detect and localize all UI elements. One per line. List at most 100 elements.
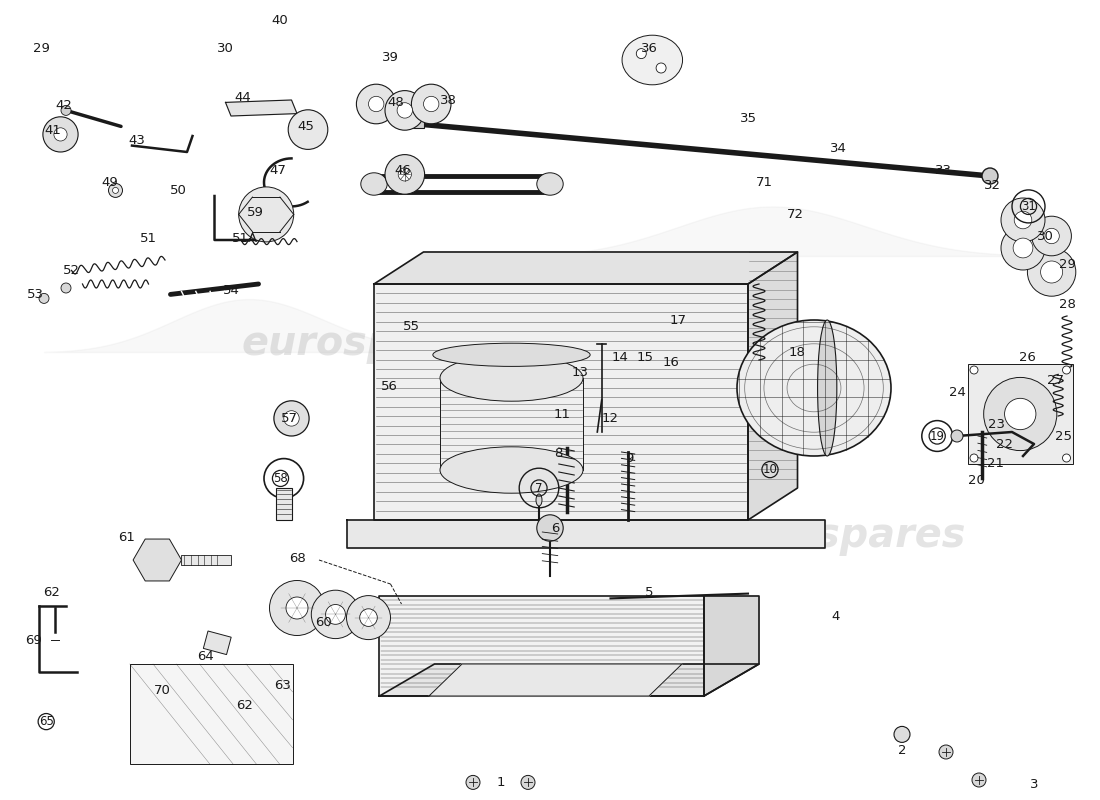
- Ellipse shape: [623, 35, 682, 85]
- Circle shape: [326, 605, 345, 624]
- Circle shape: [1014, 211, 1032, 229]
- Text: 34: 34: [829, 142, 847, 154]
- Text: 28: 28: [1058, 298, 1076, 310]
- Ellipse shape: [817, 320, 837, 456]
- Text: 55: 55: [403, 320, 420, 333]
- Text: 48: 48: [387, 96, 405, 109]
- Polygon shape: [374, 284, 748, 520]
- Circle shape: [54, 128, 67, 141]
- Text: 70: 70: [154, 684, 172, 697]
- Polygon shape: [226, 100, 297, 116]
- Text: 30: 30: [217, 42, 234, 54]
- Bar: [968, 364, 1072, 464]
- Text: 12: 12: [602, 412, 619, 425]
- Text: 27: 27: [1047, 374, 1065, 386]
- Ellipse shape: [361, 173, 387, 195]
- Polygon shape: [379, 596, 704, 696]
- Circle shape: [60, 106, 72, 115]
- Circle shape: [397, 102, 412, 118]
- Text: eurospares: eurospares: [715, 516, 967, 556]
- Circle shape: [1001, 226, 1045, 270]
- Text: eurospares: eurospares: [242, 324, 494, 364]
- Text: 62: 62: [235, 699, 253, 712]
- Circle shape: [360, 609, 377, 626]
- Polygon shape: [374, 252, 798, 284]
- Ellipse shape: [440, 355, 583, 402]
- Circle shape: [356, 84, 396, 124]
- Circle shape: [385, 90, 425, 130]
- Circle shape: [636, 49, 647, 58]
- Text: 63: 63: [274, 679, 292, 692]
- Text: 41: 41: [44, 124, 62, 137]
- Text: 22: 22: [996, 438, 1013, 450]
- Polygon shape: [346, 520, 825, 548]
- Circle shape: [521, 775, 535, 790]
- Text: 62: 62: [43, 586, 60, 598]
- Text: 17: 17: [669, 314, 686, 326]
- Text: 20: 20: [968, 474, 986, 486]
- Circle shape: [311, 590, 360, 638]
- Circle shape: [894, 726, 910, 742]
- Circle shape: [274, 401, 309, 436]
- Circle shape: [112, 187, 119, 194]
- Text: 33: 33: [935, 164, 953, 177]
- Text: 65: 65: [39, 715, 54, 728]
- Text: 23: 23: [988, 418, 1005, 430]
- Text: 40: 40: [271, 14, 288, 26]
- Ellipse shape: [432, 343, 590, 366]
- Text: 57: 57: [280, 412, 298, 425]
- Polygon shape: [379, 664, 759, 696]
- Circle shape: [346, 595, 390, 640]
- Circle shape: [537, 515, 563, 541]
- Circle shape: [109, 183, 122, 198]
- Ellipse shape: [737, 320, 891, 456]
- Bar: [204, 631, 231, 654]
- Circle shape: [656, 63, 667, 73]
- Text: 21: 21: [987, 458, 1004, 470]
- Bar: [412, 120, 424, 128]
- Text: 1: 1: [496, 776, 505, 789]
- Text: 51: 51: [140, 232, 157, 245]
- Text: 29: 29: [33, 42, 51, 54]
- Text: 44: 44: [234, 91, 252, 104]
- Text: 2: 2: [898, 744, 906, 757]
- Circle shape: [368, 96, 384, 112]
- Text: 69: 69: [24, 634, 42, 646]
- Text: 43: 43: [128, 134, 145, 146]
- Circle shape: [1032, 216, 1071, 256]
- Text: 39: 39: [382, 51, 399, 64]
- Circle shape: [983, 378, 1057, 450]
- Circle shape: [1027, 248, 1076, 296]
- Text: 47: 47: [270, 164, 287, 177]
- Text: 46: 46: [394, 164, 411, 177]
- Text: 14: 14: [612, 351, 629, 364]
- Bar: [440, 378, 583, 470]
- Text: 3: 3: [1030, 778, 1038, 790]
- Circle shape: [1063, 366, 1070, 374]
- Text: 13: 13: [571, 366, 588, 378]
- Bar: [130, 664, 293, 764]
- Text: 24: 24: [948, 386, 966, 398]
- Polygon shape: [133, 539, 182, 581]
- Circle shape: [972, 773, 986, 787]
- Text: 49: 49: [101, 176, 119, 189]
- Circle shape: [398, 168, 411, 181]
- Text: 6: 6: [551, 522, 560, 534]
- Circle shape: [411, 84, 451, 124]
- Text: 10: 10: [762, 463, 778, 476]
- Circle shape: [286, 597, 308, 619]
- Text: 59: 59: [246, 206, 264, 218]
- Circle shape: [43, 117, 78, 152]
- Text: 72: 72: [786, 208, 804, 221]
- Text: 50: 50: [169, 184, 187, 197]
- Text: 32: 32: [983, 179, 1001, 192]
- Text: 7: 7: [536, 482, 542, 494]
- Text: 11: 11: [553, 408, 571, 421]
- Ellipse shape: [440, 446, 583, 493]
- Text: 61: 61: [118, 531, 135, 544]
- Text: 16: 16: [662, 356, 680, 369]
- Circle shape: [288, 110, 328, 150]
- Text: 58: 58: [273, 472, 288, 485]
- Text: 26: 26: [1019, 351, 1036, 364]
- Circle shape: [270, 581, 324, 635]
